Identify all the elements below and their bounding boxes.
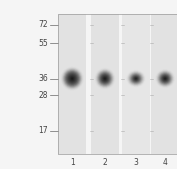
Ellipse shape	[131, 74, 141, 83]
Ellipse shape	[66, 72, 78, 85]
Ellipse shape	[164, 77, 167, 80]
Ellipse shape	[129, 72, 143, 85]
Ellipse shape	[65, 72, 79, 86]
Ellipse shape	[96, 69, 114, 88]
Bar	[122, 14, 150, 154]
Ellipse shape	[158, 72, 172, 85]
Ellipse shape	[164, 78, 166, 79]
Ellipse shape	[72, 78, 73, 79]
Ellipse shape	[96, 70, 114, 88]
Ellipse shape	[160, 74, 170, 83]
Ellipse shape	[70, 77, 74, 80]
Bar	[58, 14, 177, 154]
Text: 1: 1	[70, 158, 75, 167]
Ellipse shape	[135, 77, 137, 80]
Ellipse shape	[163, 77, 167, 80]
Ellipse shape	[100, 73, 110, 84]
Ellipse shape	[71, 77, 73, 80]
Text: 4: 4	[163, 158, 168, 167]
Bar	[91, 14, 119, 154]
Ellipse shape	[156, 70, 174, 87]
Ellipse shape	[101, 75, 109, 82]
Ellipse shape	[97, 71, 113, 86]
Ellipse shape	[103, 77, 107, 81]
Ellipse shape	[161, 74, 169, 83]
Text: 72: 72	[38, 20, 48, 29]
Ellipse shape	[67, 73, 78, 84]
Bar	[58, 14, 86, 154]
Ellipse shape	[161, 75, 169, 82]
Bar	[151, 14, 177, 154]
Ellipse shape	[162, 76, 168, 81]
Ellipse shape	[128, 71, 144, 86]
Ellipse shape	[70, 76, 75, 81]
Ellipse shape	[68, 75, 76, 83]
Ellipse shape	[132, 75, 140, 82]
Ellipse shape	[133, 76, 139, 81]
Text: 55: 55	[38, 39, 48, 48]
Text: 17: 17	[38, 126, 48, 136]
Ellipse shape	[132, 75, 140, 82]
Ellipse shape	[64, 70, 81, 87]
Ellipse shape	[103, 77, 107, 80]
Ellipse shape	[68, 74, 77, 83]
Ellipse shape	[159, 73, 171, 84]
Ellipse shape	[63, 69, 82, 89]
Ellipse shape	[69, 76, 75, 81]
Ellipse shape	[63, 69, 81, 88]
Ellipse shape	[99, 72, 111, 85]
Ellipse shape	[130, 73, 142, 84]
Ellipse shape	[157, 71, 173, 86]
Ellipse shape	[133, 76, 138, 81]
Ellipse shape	[69, 75, 76, 82]
Ellipse shape	[162, 75, 169, 82]
Ellipse shape	[135, 78, 137, 79]
Ellipse shape	[128, 72, 144, 86]
Ellipse shape	[131, 74, 141, 83]
Ellipse shape	[62, 67, 83, 90]
Ellipse shape	[104, 78, 105, 79]
Ellipse shape	[64, 70, 80, 87]
Ellipse shape	[98, 71, 112, 86]
Ellipse shape	[102, 75, 108, 82]
Ellipse shape	[134, 77, 138, 80]
Ellipse shape	[97, 70, 113, 87]
Ellipse shape	[158, 72, 172, 86]
Ellipse shape	[159, 73, 171, 84]
Ellipse shape	[62, 68, 82, 89]
Ellipse shape	[160, 74, 170, 84]
Ellipse shape	[67, 73, 77, 84]
Text: 28: 28	[38, 91, 48, 100]
Ellipse shape	[165, 78, 166, 79]
Text: 36: 36	[38, 74, 48, 83]
Ellipse shape	[65, 71, 79, 86]
Ellipse shape	[163, 76, 168, 81]
Text: 3: 3	[133, 158, 138, 167]
Ellipse shape	[101, 74, 109, 83]
Ellipse shape	[99, 73, 110, 84]
Ellipse shape	[104, 78, 106, 80]
Ellipse shape	[100, 74, 110, 83]
Ellipse shape	[102, 76, 107, 81]
Ellipse shape	[135, 78, 136, 79]
Ellipse shape	[133, 76, 139, 82]
Ellipse shape	[158, 71, 173, 86]
Ellipse shape	[130, 73, 142, 84]
Text: 2: 2	[103, 158, 107, 167]
Ellipse shape	[98, 72, 112, 85]
Ellipse shape	[129, 73, 143, 85]
